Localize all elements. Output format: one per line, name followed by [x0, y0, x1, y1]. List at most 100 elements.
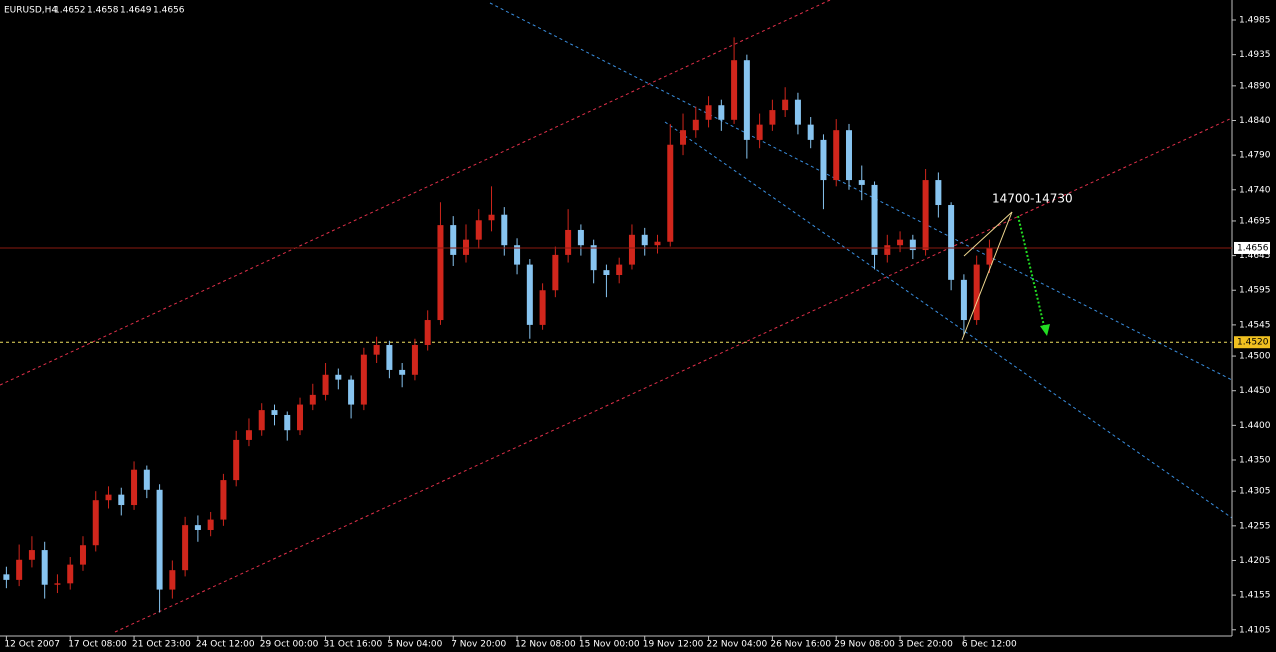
candle-body: [667, 144, 674, 242]
candle-body: [309, 394, 316, 405]
channel-line: [114, 117, 1233, 633]
candle-body: [577, 229, 584, 246]
y-tick-label: 1.4695: [1239, 216, 1271, 226]
x-tick-label: 12 Nov 08:00: [515, 640, 576, 650]
candle-body: [731, 60, 738, 120]
candle-body: [3, 574, 10, 580]
x-tick-label: 29 Nov 08:00: [834, 640, 895, 650]
candle-body: [871, 184, 878, 255]
candle-body: [922, 180, 929, 251]
candle-body: [539, 290, 546, 325]
candle-body: [143, 469, 150, 490]
candle-body: [603, 270, 610, 276]
candle-body: [271, 410, 278, 415]
x-tick-label: 15 Nov 00:00: [579, 640, 640, 650]
candle-body: [616, 264, 623, 276]
candle-body: [743, 60, 750, 140]
candle-body: [692, 119, 699, 131]
y-tick-label: 1.4155: [1239, 591, 1271, 601]
quote: 1.4658: [87, 6, 119, 16]
candle-body: [973, 264, 980, 321]
candle-body: [462, 239, 469, 255]
candle-body: [105, 494, 112, 501]
candle-body: [169, 570, 176, 590]
candle-body: [820, 139, 827, 181]
level-label: 1.4520: [1237, 338, 1269, 348]
candle-body: [960, 279, 967, 321]
candle-body: [628, 234, 635, 265]
candle-body: [297, 404, 304, 431]
candle-body: [450, 225, 457, 255]
candle-body: [207, 519, 214, 530]
candle-body: [335, 374, 342, 380]
candle-body: [680, 130, 687, 145]
candle-body: [845, 130, 852, 181]
candle-body: [437, 225, 444, 321]
candle-body: [348, 379, 355, 405]
candle-body: [79, 545, 86, 565]
y-tick-label: 1.4400: [1239, 421, 1271, 431]
wedge-line: [963, 211, 1013, 257]
candle-body: [897, 239, 904, 246]
quote: 1.4652: [54, 6, 86, 16]
candle-body: [194, 525, 201, 530]
candle-body: [935, 180, 942, 206]
candle-body: [41, 550, 48, 585]
candle-body: [501, 214, 508, 246]
candle-body: [641, 234, 648, 246]
candle-body: [552, 254, 559, 291]
forecast-arrow: [1017, 215, 1046, 331]
x-tick-label: 22 Nov 04:00: [707, 640, 768, 650]
x-tick-label: 6 Dec 12:00: [962, 640, 1017, 650]
x-tick-label: 12 Oct 2007: [4, 640, 60, 650]
x-tick-label: 7 Nov 20:00: [451, 640, 506, 650]
price-label: 1.4656: [1237, 243, 1269, 253]
y-tick-label: 1.4105: [1239, 625, 1271, 635]
symbol: EURUSD,H4: [4, 6, 57, 16]
x-tick-label: 19 Nov 12:00: [643, 640, 704, 650]
y-tick-label: 1.4305: [1239, 487, 1271, 497]
candle-body: [424, 320, 431, 345]
y-tick-label: 1.4840: [1239, 116, 1271, 126]
channel-line: [0, 0, 831, 386]
candle-body: [360, 354, 367, 405]
candle-body: [590, 245, 597, 271]
x-tick-label: 31 Oct 16:00: [324, 640, 383, 650]
x-tick-label: 17 Oct 08:00: [68, 640, 127, 650]
candle-body: [488, 214, 495, 221]
candle-body: [220, 480, 227, 520]
candle-body: [948, 205, 955, 280]
annotation: 14700-14730: [992, 192, 1073, 206]
candle-body: [386, 344, 393, 370]
candle-body: [16, 559, 23, 580]
y-tick-label: 1.4255: [1239, 521, 1271, 531]
candle-body: [131, 469, 138, 506]
candle-body: [782, 99, 789, 111]
y-tick-label: 1.4450: [1239, 386, 1271, 396]
candle-body: [769, 110, 776, 125]
y-tick-label: 1.4790: [1239, 151, 1271, 161]
y-tick-label: 1.4740: [1239, 185, 1271, 195]
candle-body: [756, 124, 763, 140]
candle-body: [794, 99, 801, 125]
candle-body: [258, 410, 265, 431]
candle-body: [909, 239, 916, 251]
channel-line: [664, 121, 1233, 519]
x-tick-label: 3 Dec 20:00: [898, 640, 953, 650]
candle-body: [514, 245, 521, 265]
y-tick-label: 1.4935: [1239, 50, 1271, 60]
candle-body: [526, 264, 533, 325]
x-tick-label: 21 Oct 23:00: [132, 640, 191, 650]
arrow-head: [1040, 324, 1050, 336]
candle-body: [565, 229, 572, 255]
candle-body: [54, 583, 61, 585]
y-tick-label: 1.4205: [1239, 556, 1271, 566]
y-tick-label: 1.4595: [1239, 286, 1271, 296]
y-tick-label: 1.4890: [1239, 81, 1271, 91]
candle-body: [986, 247, 993, 265]
quote: 1.4656: [153, 6, 185, 16]
y-tick-label: 1.4645: [1239, 251, 1271, 261]
